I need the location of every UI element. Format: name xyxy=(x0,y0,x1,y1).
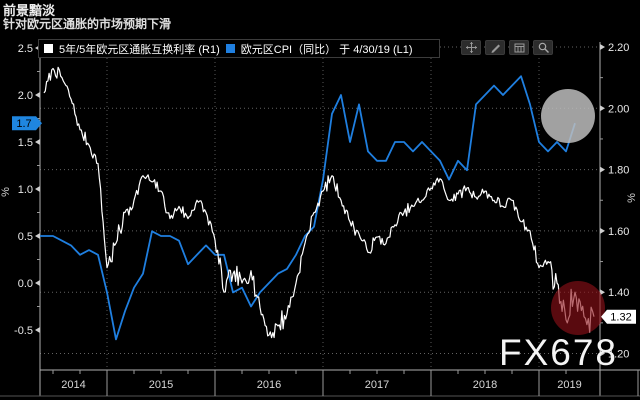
pencil-icon xyxy=(491,44,500,53)
svg-text:0.0: 0.0 xyxy=(18,278,33,290)
magnifier-icon xyxy=(538,42,549,53)
legend-label-cpi[interactable]: 欧元区CPI（同比） 于 4/30/19 (L1) xyxy=(240,43,413,56)
svg-text:2016: 2016 xyxy=(257,379,281,391)
svg-text:2019: 2019 xyxy=(557,379,581,391)
cpi-line xyxy=(40,75,576,341)
svg-text:2.00: 2.00 xyxy=(608,103,629,115)
chart-toolbar xyxy=(461,40,553,55)
svg-text:2.5: 2.5 xyxy=(18,43,33,55)
chart-subtitle: 针对欧元区通胀的市场预期下滑 xyxy=(3,17,172,31)
svg-text:1.32: 1.32 xyxy=(610,312,631,324)
fx678-watermark: FX678 xyxy=(499,332,619,373)
svg-text:2.20: 2.20 xyxy=(608,42,629,54)
svg-text:-0.5: -0.5 xyxy=(14,325,33,337)
svg-text:1.0: 1.0 xyxy=(18,184,33,196)
pan-crosshair-icon xyxy=(465,42,477,53)
svg-text:2015: 2015 xyxy=(149,379,173,391)
cpi-last-value-badge xyxy=(12,116,42,131)
red-highlight-circle xyxy=(551,281,605,335)
legend-label-swap-rate[interactable]: 5年/5年欧元区通胀互换利率 (R1) xyxy=(59,43,220,56)
svg-text:1.7: 1.7 xyxy=(16,118,31,130)
svg-text:0.5: 0.5 xyxy=(18,231,33,243)
zoom-magnifier-button[interactable] xyxy=(533,40,553,55)
svg-text:1.5: 1.5 xyxy=(18,137,33,149)
pan-crosshair-button[interactable] xyxy=(461,40,481,55)
gray-highlight-circle xyxy=(541,89,595,143)
annotate-pencil-button[interactable] xyxy=(485,40,505,55)
legend-swatch-cpi xyxy=(225,44,235,53)
right-axis-unit-label: % xyxy=(625,193,638,203)
chart-title: 前景黯淡 xyxy=(3,3,56,18)
svg-text:1.20: 1.20 xyxy=(608,349,629,361)
svg-text:2017: 2017 xyxy=(365,379,389,391)
svg-text:2014: 2014 xyxy=(61,379,85,391)
svg-text:1.60: 1.60 xyxy=(608,226,629,238)
svg-text:2018: 2018 xyxy=(473,379,497,391)
svg-text:1.40: 1.40 xyxy=(608,287,629,299)
swap-last-value-badge xyxy=(601,309,636,324)
legend: 5年/5年欧元区通胀互换利率 (R1) 欧元区CPI（同比） 于 4/30/19… xyxy=(38,39,440,58)
left-axis-unit-label: % xyxy=(0,187,12,197)
legend-swatch-swap-rate xyxy=(44,44,53,53)
calendar-button[interactable] xyxy=(509,40,529,55)
calendar-icon xyxy=(514,43,524,53)
svg-text:2.0: 2.0 xyxy=(18,90,33,102)
swap-rate-line xyxy=(43,66,595,339)
svg-text:1.80: 1.80 xyxy=(608,165,629,177)
